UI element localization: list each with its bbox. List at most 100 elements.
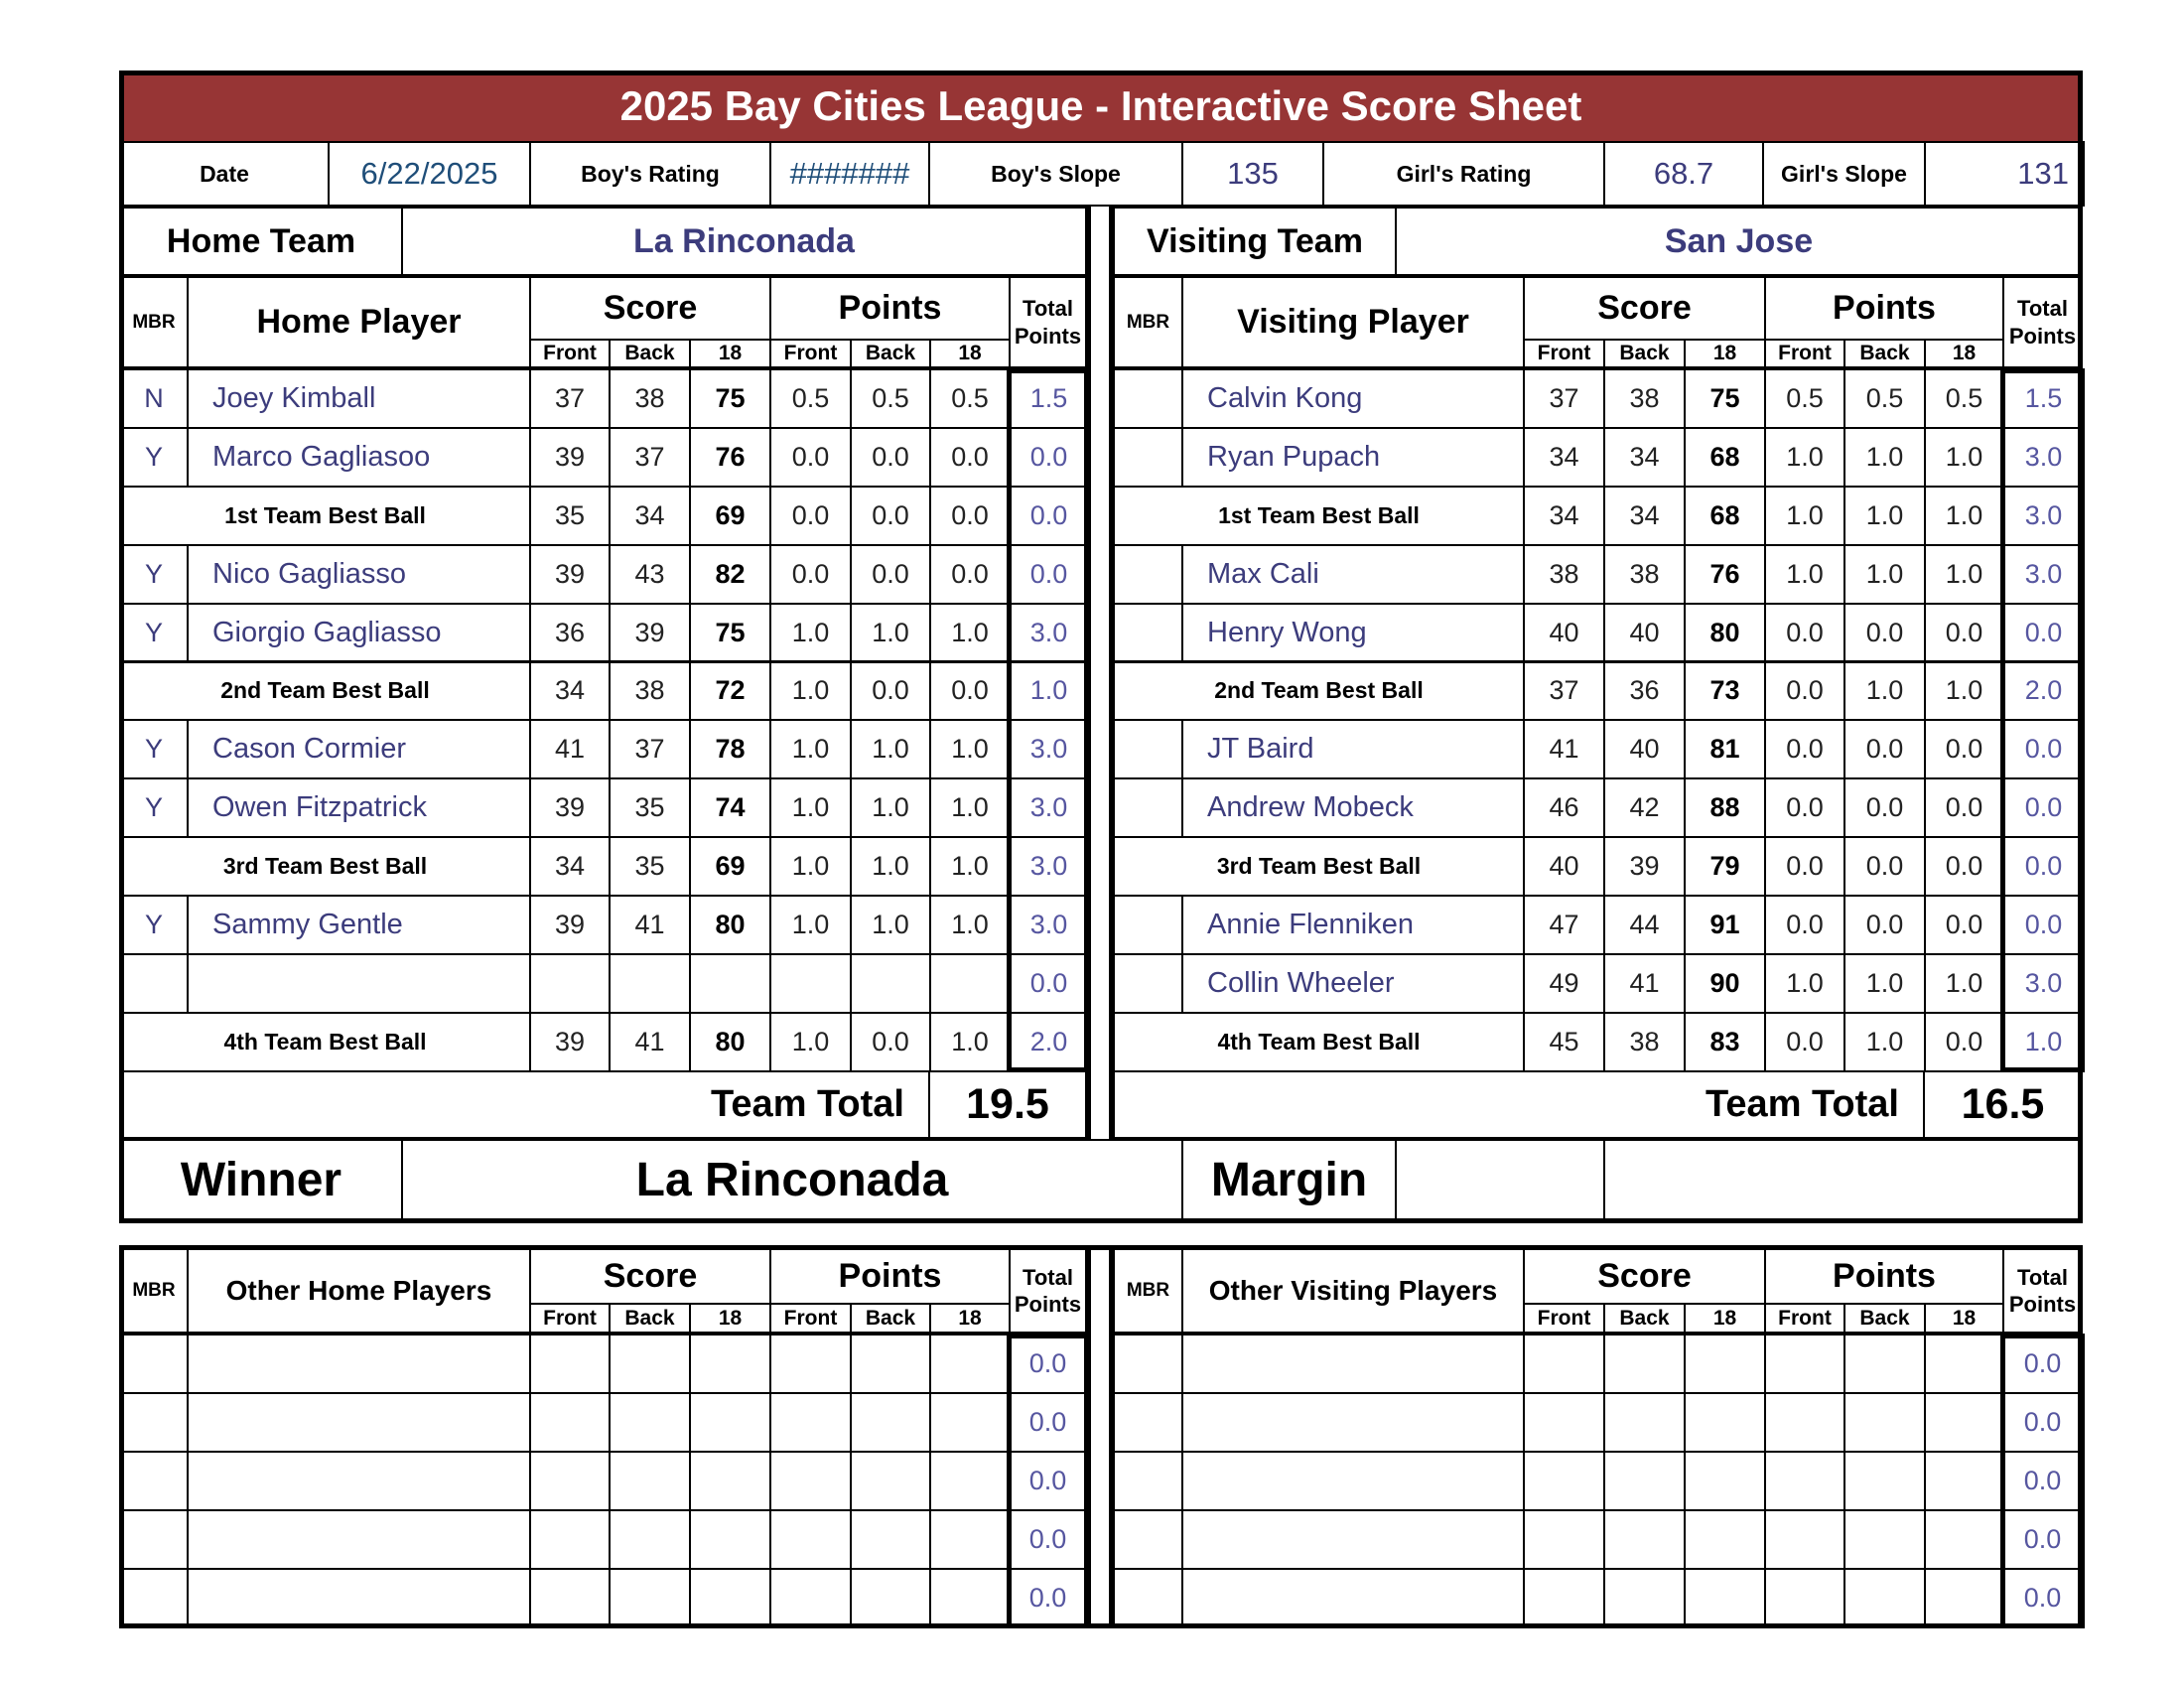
home-mbr-cell[interactable]: Y — [119, 543, 189, 605]
home-score-front[interactable]: 37 — [529, 368, 611, 429]
visiting-score-back[interactable]: 36 — [1603, 660, 1686, 722]
other-home-entry-cell[interactable] — [187, 1568, 531, 1628]
other-home-entry-cell[interactable] — [529, 1451, 611, 1511]
visiting-player-name[interactable]: Henry Wong — [1181, 602, 1525, 663]
home-mbr-cell[interactable]: Y — [119, 719, 189, 780]
other-home-entry-cell[interactable] — [689, 1392, 771, 1453]
home-score-back[interactable]: 34 — [609, 485, 691, 546]
visiting-mbr-cell[interactable] — [1113, 602, 1183, 663]
visiting-mbr-cell[interactable] — [1113, 426, 1183, 488]
other-home-entry-cell[interactable] — [850, 1334, 931, 1394]
other-home-entry-cell[interactable] — [609, 1392, 691, 1453]
home-mbr-cell[interactable]: Y — [119, 426, 189, 488]
other-home-entry-cell[interactable] — [609, 1451, 691, 1511]
visiting-score-back[interactable]: 40 — [1603, 602, 1686, 663]
visiting-player-name[interactable]: Andrew Mobeck — [1181, 777, 1525, 839]
home-score-back[interactable]: 35 — [609, 836, 691, 898]
other-visiting-entry-cell[interactable] — [1843, 1392, 1926, 1453]
other-visiting-entry-cell[interactable] — [1924, 1509, 2004, 1570]
home-score-front[interactable]: 39 — [529, 426, 611, 488]
other-home-entry-cell[interactable] — [850, 1568, 931, 1628]
visiting-score-front[interactable]: 41 — [1523, 719, 1605, 780]
visiting-mbr-cell[interactable] — [1113, 719, 1183, 780]
other-home-entry-cell[interactable] — [689, 1451, 771, 1511]
other-visiting-entry-cell[interactable] — [1113, 1392, 1183, 1453]
home-score-back[interactable] — [609, 953, 691, 1014]
other-home-entry-cell[interactable] — [119, 1568, 189, 1628]
visiting-score-front[interactable]: 49 — [1523, 953, 1605, 1014]
home-score-back[interactable]: 43 — [609, 543, 691, 605]
other-visiting-entry-cell[interactable] — [1764, 1509, 1845, 1570]
other-home-entry-cell[interactable] — [689, 1509, 771, 1570]
other-visiting-entry-cell[interactable] — [1764, 1392, 1845, 1453]
other-home-entry-cell[interactable] — [929, 1568, 1011, 1628]
home-score-front[interactable]: 39 — [529, 895, 611, 955]
visiting-mbr-cell[interactable] — [1113, 543, 1183, 605]
home-player-name[interactable]: Sammy Gentle — [187, 895, 531, 955]
other-home-entry-cell[interactable] — [929, 1392, 1011, 1453]
other-visiting-entry-cell[interactable] — [1523, 1392, 1605, 1453]
other-visiting-entry-cell[interactable] — [1684, 1334, 1766, 1394]
boys-slope-field[interactable]: 135 — [1181, 141, 1324, 207]
other-home-entry-cell[interactable] — [769, 1334, 852, 1394]
visiting-score-front[interactable]: 47 — [1523, 895, 1605, 955]
home-score-front[interactable] — [529, 953, 611, 1014]
other-visiting-entry-cell[interactable] — [1181, 1392, 1525, 1453]
other-visiting-entry-cell[interactable] — [1924, 1334, 2004, 1394]
visiting-team-name[interactable]: San Jose — [1395, 207, 2083, 276]
home-score-back[interactable]: 38 — [609, 660, 691, 722]
other-visiting-entry-cell[interactable] — [1764, 1568, 1845, 1628]
visiting-player-name[interactable]: Ryan Pupach — [1181, 426, 1525, 488]
other-visiting-entry-cell[interactable] — [1843, 1568, 1926, 1628]
visiting-mbr-cell[interactable] — [1113, 777, 1183, 839]
home-mbr-cell[interactable] — [119, 953, 189, 1014]
visiting-score-back[interactable]: 44 — [1603, 895, 1686, 955]
home-player-name[interactable]: Giorgio Gagliasso — [187, 602, 531, 663]
other-home-entry-cell[interactable] — [850, 1451, 931, 1511]
other-visiting-entry-cell[interactable] — [1684, 1392, 1766, 1453]
other-home-entry-cell[interactable] — [187, 1392, 531, 1453]
other-visiting-entry-cell[interactable] — [1523, 1334, 1605, 1394]
other-home-entry-cell[interactable] — [529, 1392, 611, 1453]
other-home-entry-cell[interactable] — [850, 1509, 931, 1570]
other-home-entry-cell[interactable] — [187, 1509, 531, 1570]
home-mbr-cell[interactable]: Y — [119, 602, 189, 663]
home-player-name[interactable]: Nico Gagliasso — [187, 543, 531, 605]
other-visiting-entry-cell[interactable] — [1684, 1451, 1766, 1511]
other-home-entry-cell[interactable] — [929, 1334, 1011, 1394]
other-visiting-entry-cell[interactable] — [1924, 1392, 2004, 1453]
girls-rating-field[interactable]: 68.7 — [1603, 141, 1764, 207]
home-score-back[interactable]: 39 — [609, 602, 691, 663]
visiting-player-name[interactable]: JT Baird — [1181, 719, 1525, 780]
other-visiting-entry-cell[interactable] — [1181, 1568, 1525, 1628]
other-home-entry-cell[interactable] — [850, 1392, 931, 1453]
boys-rating-field[interactable]: ####### — [769, 141, 930, 207]
home-score-front[interactable]: 34 — [529, 836, 611, 898]
other-home-entry-cell[interactable] — [119, 1509, 189, 1570]
other-home-entry-cell[interactable] — [529, 1568, 611, 1628]
other-home-entry-cell[interactable] — [769, 1509, 852, 1570]
other-visiting-entry-cell[interactable] — [1603, 1392, 1686, 1453]
other-home-entry-cell[interactable] — [689, 1334, 771, 1394]
other-visiting-entry-cell[interactable] — [1924, 1568, 2004, 1628]
visiting-score-back[interactable]: 41 — [1603, 953, 1686, 1014]
home-score-back[interactable]: 41 — [609, 895, 691, 955]
visiting-player-name[interactable]: Max Cali — [1181, 543, 1525, 605]
girls-slope-field[interactable]: 131 — [1924, 141, 2085, 207]
other-home-entry-cell[interactable] — [929, 1451, 1011, 1511]
other-home-entry-cell[interactable] — [187, 1451, 531, 1511]
home-score-front[interactable]: 39 — [529, 543, 611, 605]
other-home-entry-cell[interactable] — [609, 1568, 691, 1628]
other-visiting-entry-cell[interactable] — [1684, 1509, 1766, 1570]
other-visiting-entry-cell[interactable] — [1113, 1451, 1183, 1511]
home-score-front[interactable]: 35 — [529, 485, 611, 546]
date-field[interactable]: 6/22/2025 — [328, 141, 531, 207]
other-home-entry-cell[interactable] — [119, 1451, 189, 1511]
home-score-front[interactable]: 36 — [529, 602, 611, 663]
other-home-entry-cell[interactable] — [119, 1392, 189, 1453]
other-visiting-entry-cell[interactable] — [1843, 1509, 1926, 1570]
visiting-score-front[interactable]: 34 — [1523, 485, 1605, 546]
other-home-entry-cell[interactable] — [609, 1509, 691, 1570]
other-visiting-entry-cell[interactable] — [1843, 1451, 1926, 1511]
visiting-mbr-cell[interactable] — [1113, 895, 1183, 955]
